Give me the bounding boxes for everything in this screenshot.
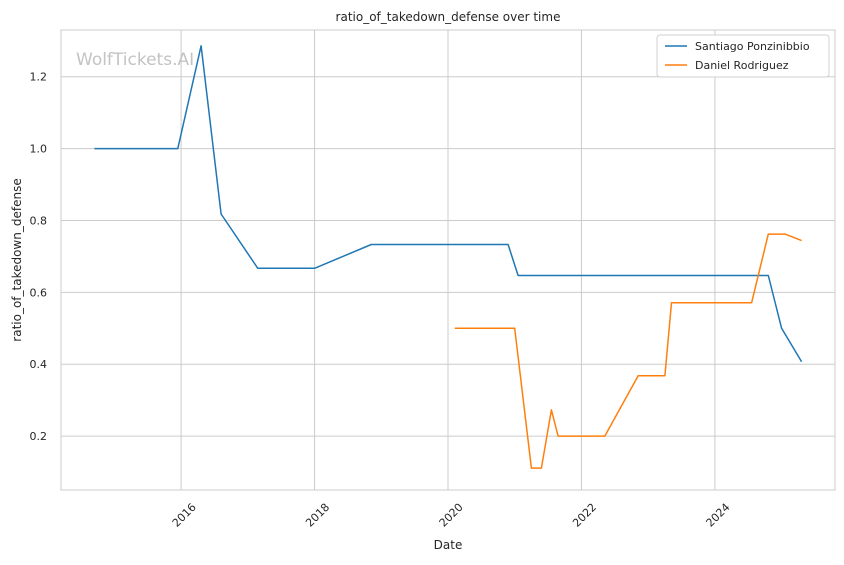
legend: Santiago Ponzinibbio Daniel Rodriguez [656, 34, 830, 78]
y-axis-ticks: 0.2 0.4 0.6 0.8 1.0 1.2 [30, 71, 48, 443]
series-line-0 [94, 45, 803, 363]
x-axis-label: Date [434, 538, 463, 552]
y-axis-label: ratio_of_takedown_defense [10, 178, 24, 341]
legend-box [656, 34, 830, 78]
plot-frame [60, 29, 836, 491]
legend-label-1: Daniel Rodriguez [695, 59, 789, 72]
y-tick-label: 0.2 [30, 430, 48, 443]
y-tick-label: 1.0 [30, 143, 48, 156]
chart-title: ratio_of_takedown_defense over time [336, 10, 561, 24]
grid [61, 30, 835, 490]
y-tick-label: 0.8 [30, 214, 48, 227]
series-line-1 [454, 233, 802, 469]
y-tick-label: 0.6 [30, 286, 48, 299]
series-lines [94, 45, 803, 469]
y-tick-label: 0.4 [30, 358, 48, 371]
watermark-text: WolfTickets.AI [76, 50, 194, 70]
legend-label-0: Santiago Ponzinibbio [695, 40, 810, 53]
y-tick-label: 1.2 [30, 71, 48, 84]
